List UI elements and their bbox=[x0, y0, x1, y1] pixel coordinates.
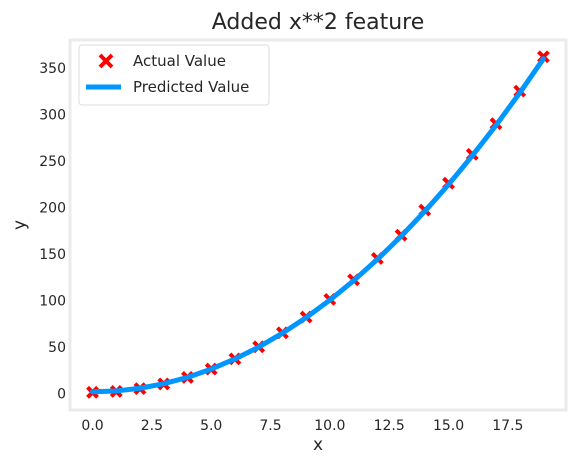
legend-box bbox=[78, 44, 270, 106]
y-tick-label: 200 bbox=[39, 200, 66, 216]
legend: Actual Value Predicted Value bbox=[78, 44, 270, 106]
series-layer bbox=[86, 50, 550, 399]
x-tick-label: 2.5 bbox=[141, 418, 163, 434]
x-tick-label: 17.5 bbox=[492, 418, 523, 434]
y-tick-label: 0 bbox=[57, 386, 66, 402]
chart-title: Added x**2 feature bbox=[212, 10, 425, 35]
y-tick-label: 250 bbox=[39, 154, 66, 170]
series-line-predicted bbox=[90, 56, 546, 395]
x-axis-ticks: 0.0 2.5 5.0 7.5 10.0 12.5 15.0 17.5 bbox=[81, 418, 523, 434]
x-tick-label: 5.0 bbox=[200, 418, 222, 434]
y-tick-label: 50 bbox=[48, 340, 66, 356]
y-tick-label: 300 bbox=[39, 107, 66, 123]
x-tick-label: 15.0 bbox=[433, 418, 464, 434]
legend-label-predicted: Predicted Value bbox=[133, 78, 249, 96]
legend-label-actual: Actual Value bbox=[133, 52, 226, 70]
y-tick-label: 100 bbox=[39, 293, 66, 309]
x-tick-label: 0.0 bbox=[81, 418, 103, 434]
x-tick-label: 12.5 bbox=[374, 418, 405, 434]
y-axis-label: y bbox=[10, 220, 30, 230]
x-axis-label: x bbox=[313, 435, 323, 455]
y-tick-label: 350 bbox=[39, 61, 66, 77]
y-tick-label: 150 bbox=[39, 247, 66, 263]
y-axis-ticks: 0 50 100 150 200 250 300 350 bbox=[39, 61, 66, 402]
x-tick-label: 10.0 bbox=[314, 418, 345, 434]
x-tick-label: 7.5 bbox=[259, 418, 281, 434]
legend-marker-actual bbox=[98, 53, 114, 69]
